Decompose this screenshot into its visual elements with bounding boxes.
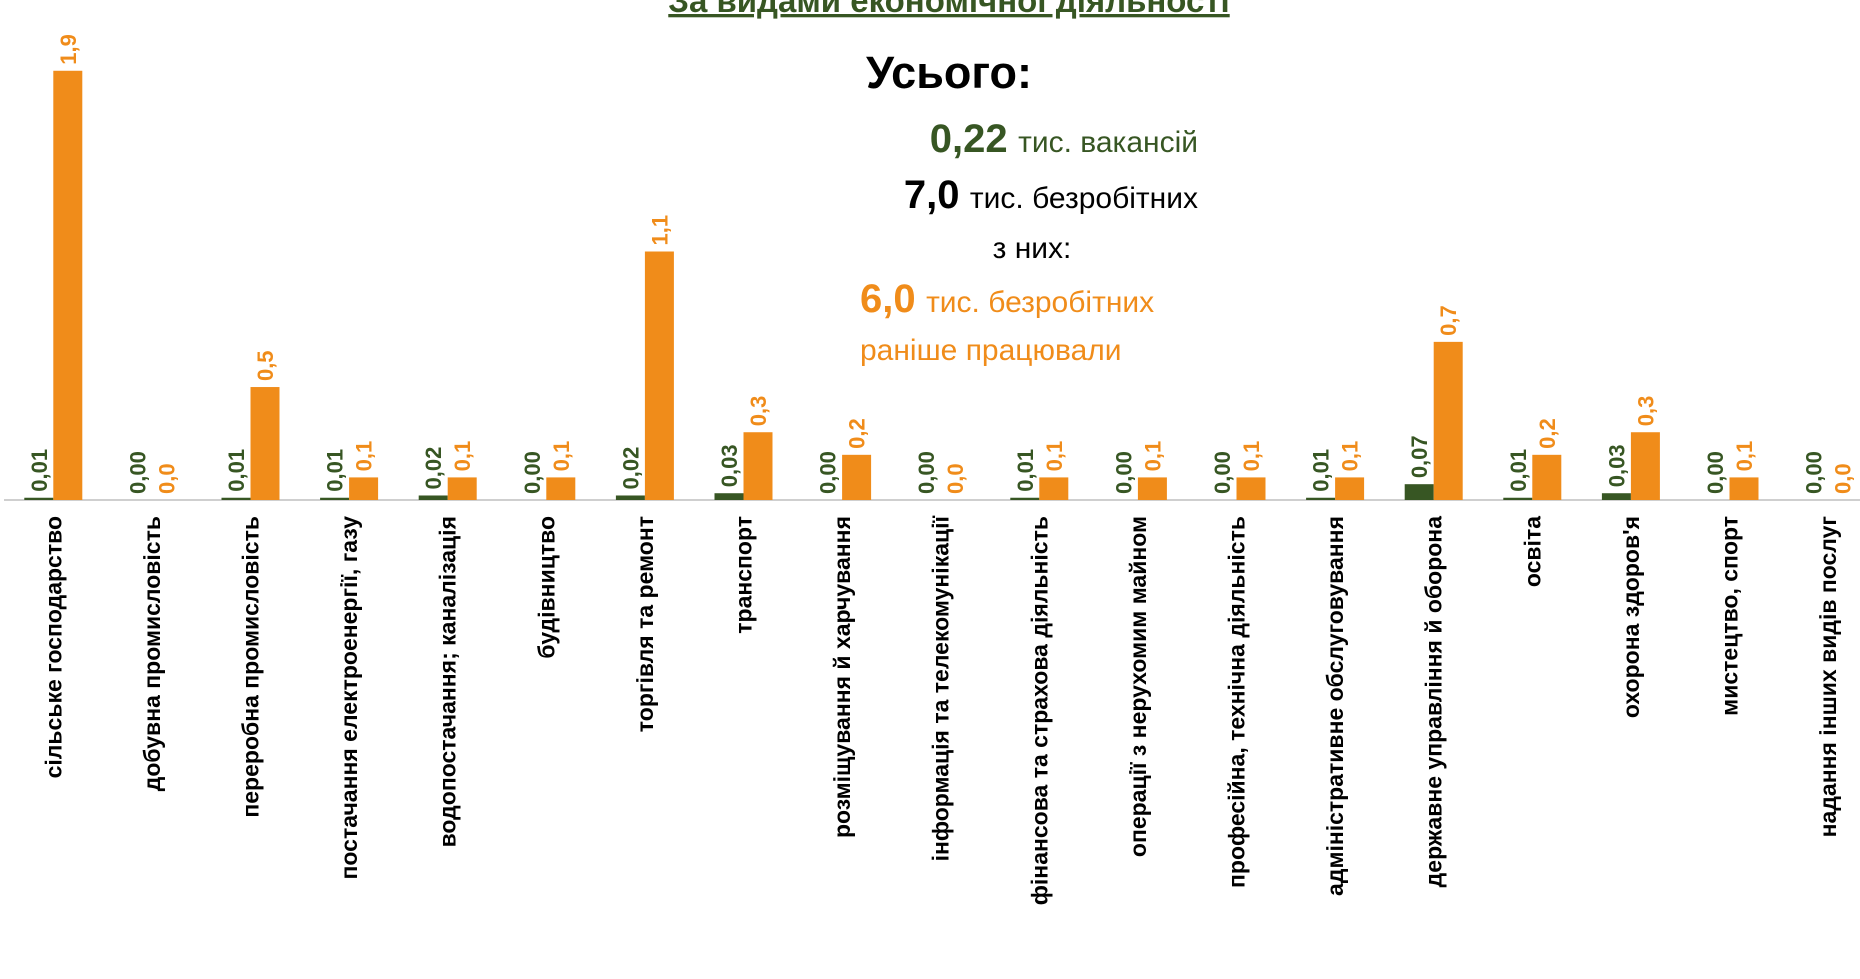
x-tick-label: постачання електроенергії, газу	[336, 516, 362, 880]
value-label: 0,1	[1239, 441, 1264, 472]
value-label: 0,01	[224, 449, 249, 492]
summary-unemployed: 7,0 тис. безробітних	[904, 173, 1198, 217]
x-tick-label: надання інших видів послуг	[1815, 516, 1841, 837]
chart-title: За видами економічної діяльності	[668, 0, 1229, 19]
value-label: 0,2	[1535, 418, 1560, 449]
bar	[546, 477, 576, 500]
x-tick-label: інформація та телекомунікації	[928, 515, 954, 861]
bar	[447, 477, 477, 500]
bar	[1236, 477, 1266, 500]
x-tick-label: переробна промисловість	[238, 516, 264, 818]
x-tick-label: торгівля та ремонт	[632, 516, 658, 732]
summary-of-them: з них:	[993, 232, 1072, 265]
value-label: 1,9	[56, 34, 81, 65]
bar	[1335, 477, 1365, 500]
x-tick-label: професійна, технічна діяльність	[1224, 516, 1250, 888]
bar	[221, 497, 251, 500]
value-label: 0,1	[1338, 441, 1363, 472]
value-label: 0,1	[549, 441, 574, 472]
summary-text: тис. безробітних	[970, 182, 1198, 215]
value-label: 0,3	[1633, 396, 1658, 427]
x-tick-label: державне управління й оборона	[1421, 516, 1447, 888]
value-label: 0,1	[352, 441, 377, 472]
summary-text: тис. вакансій	[1018, 126, 1198, 159]
value-label: 0,01	[1506, 449, 1531, 492]
x-tick-label: охорона здоров'я	[1618, 516, 1644, 718]
x-tick-label: будівництво	[533, 516, 559, 659]
value-label: 0,00	[914, 451, 939, 494]
value-label: 0,00	[125, 451, 150, 494]
summary-worked: 6,0 тис. безробітних	[860, 277, 1154, 321]
x-tick-label: адміністративне обслуговування	[1322, 516, 1348, 896]
bar	[743, 432, 773, 500]
bar	[1532, 454, 1562, 500]
bar	[842, 454, 872, 500]
x-tick-label: сільське господарство	[40, 516, 66, 778]
bar	[1010, 497, 1040, 500]
summary-value: 7,0	[904, 173, 960, 217]
value-label: 0,1	[1732, 441, 1757, 472]
value-label: 0,00	[1703, 451, 1728, 494]
x-tick-label: транспорт	[731, 516, 757, 634]
bar	[1601, 493, 1631, 500]
summary-vacancies: 0,22 тис. вакансій	[930, 117, 1198, 161]
bar	[53, 70, 83, 500]
summary-heading: Усього:	[866, 47, 1032, 98]
x-tick-label: водопостачання; каналізація	[435, 516, 461, 847]
value-label: 0,01	[1013, 449, 1038, 492]
value-label: 0,0	[154, 463, 179, 494]
bar	[1137, 477, 1167, 500]
bar	[644, 251, 674, 500]
value-label: 0,00	[1111, 451, 1136, 494]
value-label: 0,3	[746, 396, 771, 427]
bar	[1404, 484, 1434, 500]
value-label: 0,7	[1436, 305, 1461, 336]
bar	[349, 477, 379, 500]
value-label: 0,01	[323, 449, 348, 492]
value-label: 0,07	[1407, 435, 1432, 478]
value-label: 1,1	[647, 215, 672, 246]
bar	[1503, 497, 1533, 500]
value-label: 0,02	[618, 447, 643, 490]
x-tick-label: освіта	[1519, 516, 1545, 587]
value-label: 0,00	[816, 451, 841, 494]
value-label: 0,00	[520, 451, 545, 494]
bar	[320, 497, 350, 500]
x-tick-label: операції з нерухомим майном	[1125, 516, 1151, 857]
value-label: 0,03	[717, 444, 742, 487]
summary-worked-2: раніше працювали	[860, 334, 1122, 367]
bar	[1306, 497, 1336, 500]
x-tick-label: мистецтво, спорт	[1717, 516, 1743, 716]
x-tick-label: розміщування й харчування	[829, 516, 855, 838]
value-label: 0,02	[421, 447, 446, 490]
value-label: 0,0	[1831, 463, 1856, 494]
value-label: 0,01	[27, 449, 52, 492]
bar	[1433, 341, 1463, 500]
bar	[1729, 477, 1759, 500]
value-label: 0,1	[1042, 441, 1067, 472]
summary-text: тис. безробітних	[926, 286, 1154, 319]
bar	[1630, 432, 1660, 500]
value-label: 0,5	[253, 350, 278, 381]
value-label: 0,1	[450, 441, 475, 472]
bar	[418, 495, 448, 500]
bar	[714, 493, 744, 500]
bar	[24, 497, 54, 500]
x-tick-label: фінансова та страхова діяльність	[1026, 516, 1052, 905]
summary-value: 6,0	[860, 277, 916, 321]
value-label: 0,00	[1802, 451, 1827, 494]
bar	[1039, 477, 1069, 500]
bar	[615, 495, 645, 500]
value-label: 0,0	[943, 463, 968, 494]
value-label: 0,03	[1604, 444, 1629, 487]
bar	[250, 387, 280, 500]
value-label: 0,00	[1210, 451, 1235, 494]
value-label: 0,2	[845, 418, 870, 449]
value-label: 0,01	[1309, 449, 1334, 492]
x-tick-label: добувна промисловість	[139, 516, 165, 791]
summary-value: 0,22	[930, 117, 1008, 161]
value-label: 0,1	[1140, 441, 1165, 472]
